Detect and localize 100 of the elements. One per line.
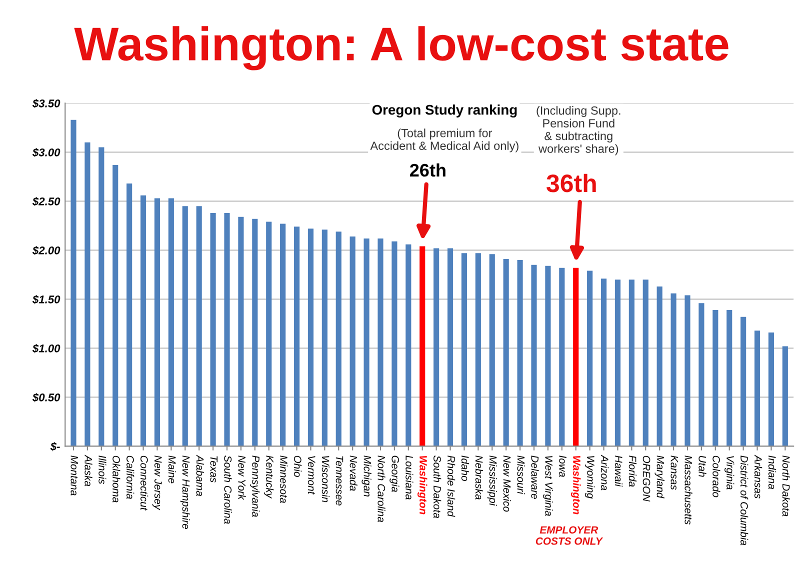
x-tick-label: Florida — [628, 456, 637, 487]
x-tick-label: Ohio — [294, 456, 302, 477]
bar — [210, 212, 216, 446]
bar — [489, 254, 495, 446]
x-tick-label: Kansas — [670, 456, 678, 490]
x-tick-label: South Carolina — [224, 456, 232, 524]
annotation: Oregon Study ranking — [372, 104, 517, 118]
bar — [628, 280, 634, 446]
bar — [614, 280, 621, 446]
annotation: 36th — [546, 174, 596, 192]
x-tick-label: New Mexico — [503, 456, 511, 512]
bar — [587, 270, 593, 446]
x-tick-label: Oklahoma — [112, 456, 120, 502]
y-tick-label: $0.50 — [32, 393, 60, 402]
x-tick-label: Virginia — [724, 456, 734, 490]
bar — [196, 206, 202, 446]
x-tick-label: Utah — [698, 456, 706, 477]
x-tick-label: District of Columbia — [740, 456, 748, 546]
bar — [224, 212, 230, 446]
bar — [378, 238, 384, 446]
bar — [545, 266, 551, 446]
bar — [364, 238, 370, 446]
bar — [517, 260, 523, 446]
bar — [154, 198, 160, 446]
x-tick-label: Hawaii — [614, 456, 623, 487]
x-tick-label: Nevada — [350, 456, 358, 491]
y-tick-label: $3.00 — [32, 148, 60, 158]
x-tick-label: Colorado — [712, 456, 720, 498]
bar — [712, 310, 718, 446]
x-tick-label: Louisiana — [406, 456, 414, 500]
bar — [768, 332, 774, 446]
x-tick-label: Minnesota — [280, 456, 288, 503]
bar — [559, 268, 565, 446]
y-tick-label: $- — [50, 442, 60, 452]
x-tick-label: Iowa — [559, 456, 566, 477]
bar — [782, 346, 788, 446]
x-tick-label: Connecticut — [140, 456, 148, 511]
bar — [350, 236, 356, 446]
bar — [252, 218, 258, 446]
bar — [266, 222, 272, 446]
x-tick-label: Washington — [571, 456, 581, 514]
y-tick-label: $1.50 — [32, 294, 60, 304]
x-tick-label: Rhode Island — [447, 456, 456, 517]
bar — [726, 310, 732, 446]
x-tick-label: California — [126, 456, 134, 499]
bar — [420, 246, 426, 446]
y-tick-label: $2.50 — [32, 196, 60, 206]
y-tick-label: $3.50 — [32, 98, 60, 108]
x-tick-label: Maine — [168, 456, 176, 484]
bar — [642, 280, 648, 446]
text: EMPLOYER COSTS ONLY — [536, 526, 604, 545]
bar — [84, 142, 90, 446]
x-tick-label: West Virginia — [543, 456, 553, 516]
x-tick-label: OREGON — [642, 456, 650, 502]
x-tick-label: North Carolina — [378, 456, 386, 522]
bar — [461, 253, 468, 446]
x-tick-label: New Jersey — [152, 456, 162, 510]
bar — [336, 232, 342, 446]
bar — [698, 303, 704, 446]
bar — [182, 206, 188, 446]
x-tick-label: Vermont — [308, 456, 316, 495]
x-tick-label: Michigan — [362, 456, 372, 496]
bar — [70, 120, 76, 446]
y-tick-label: $1.00 — [32, 344, 60, 354]
bar — [392, 241, 398, 446]
x-tick-label: South Dakota — [434, 456, 442, 518]
bar — [754, 330, 760, 446]
x-tick-label: Idaho — [461, 456, 470, 481]
bar — [280, 224, 286, 446]
bar — [670, 293, 676, 446]
chart-title: Washington: A low-cost state — [74, 26, 728, 70]
bar — [475, 253, 481, 446]
annotation: 26th — [410, 163, 446, 177]
bar — [238, 216, 244, 446]
x-tick-label: Delaware — [531, 456, 539, 499]
bar — [406, 244, 412, 446]
bar — [434, 248, 440, 446]
x-tick-label: Washington — [418, 456, 428, 514]
x-tick-label: New Hampshire — [180, 456, 190, 529]
x-tick-label: Montana — [70, 456, 78, 496]
x-tick-label: Arizona — [600, 454, 609, 490]
bar — [98, 147, 104, 446]
x-tick-label: North Dakota — [782, 456, 790, 516]
bar — [573, 268, 579, 446]
bar — [503, 259, 509, 446]
bar — [126, 184, 132, 446]
annotation: (Total premium for Accident & Medical Aid only) — [370, 128, 518, 152]
x-tick-label: Tennessee — [336, 456, 344, 506]
x-tick-label: Massachusetts — [684, 456, 692, 525]
bar — [308, 228, 314, 446]
x-tick-label: Mississippi — [487, 456, 497, 506]
x-tick-label: Alaska — [84, 454, 92, 486]
x-tick-label: New York — [238, 456, 246, 500]
bar — [447, 248, 454, 446]
annotation: (Including Supp. Pension Fund & subtracting workers' share) — [536, 106, 620, 156]
bar — [140, 195, 146, 446]
bar — [322, 230, 328, 446]
bar — [740, 316, 746, 446]
bar — [656, 286, 662, 446]
x-tick-label: Nebraska — [475, 456, 484, 500]
